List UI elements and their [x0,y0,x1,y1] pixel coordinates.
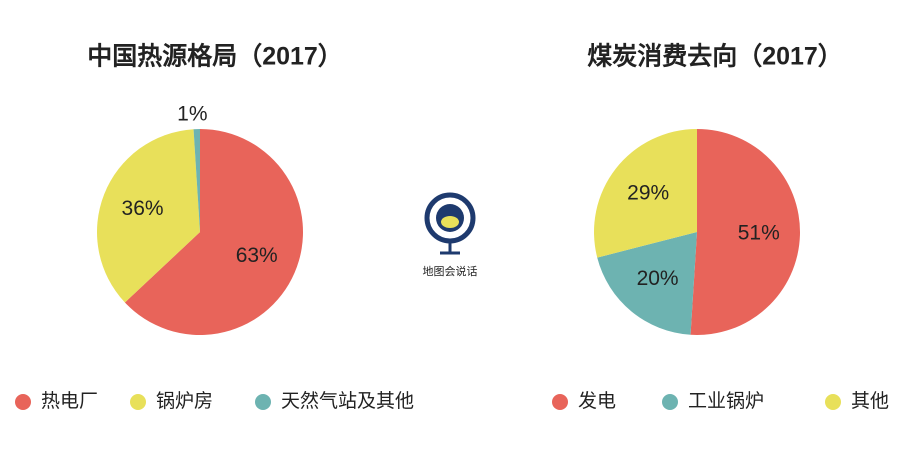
data-label: 51% [738,221,780,244]
legend-label: 锅炉房 [156,390,213,412]
pie-slice [124,129,303,335]
pie-slice [193,129,200,232]
legend-swatch [662,394,678,410]
legend-swatch [255,394,271,410]
chart-title: 煤炭消费去向（2017） [587,42,843,71]
data-label: 63% [236,244,278,267]
legend-label: 热电厂 [41,390,98,412]
data-label: 20% [637,267,679,290]
legend-label: 工业锅炉 [688,390,764,412]
legend-swatch [825,394,841,410]
logo-text: 地图会说话 [423,264,478,278]
logo: 地图会说话 [423,192,478,278]
pie-slice [594,129,697,258]
legend-swatch [552,394,568,410]
pie-slice [690,129,801,336]
data-label: 1% [177,103,207,126]
data-label: 29% [627,182,669,205]
pie-slice [96,129,200,303]
legend-label: 天然气站及其他 [281,390,414,412]
legend-swatch [130,394,146,410]
legend-label: 发电 [578,390,616,412]
logo-face [441,216,459,228]
data-label: 36% [122,197,164,220]
chart-title: 中国热源格局（2017） [87,42,343,71]
pie-slice [597,232,697,335]
legend-swatch [15,394,31,410]
legend-label: 其他 [851,390,889,412]
